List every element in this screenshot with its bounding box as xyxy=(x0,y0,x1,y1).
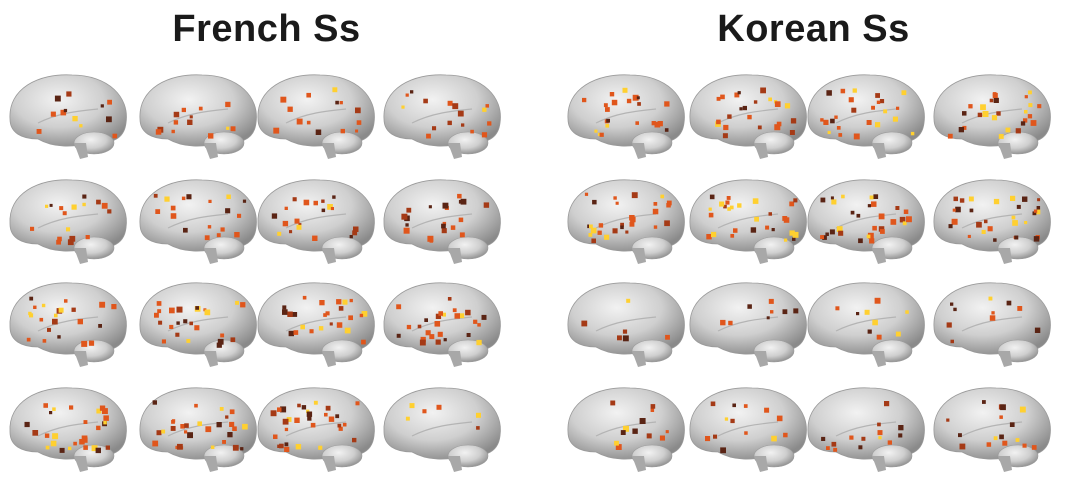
brain-rendering xyxy=(139,179,257,264)
brain-rendering xyxy=(689,74,807,159)
brain-rendering xyxy=(9,387,127,472)
brain-rendering xyxy=(257,179,375,264)
brain-rendering xyxy=(139,387,257,472)
brain-rendering xyxy=(257,387,375,472)
brain-rendering xyxy=(689,387,807,472)
brain-rendering xyxy=(383,282,501,367)
brain-rendering xyxy=(383,387,501,472)
brain-rendering xyxy=(933,179,1051,264)
brain-rendering xyxy=(567,74,685,159)
brain-rendering xyxy=(567,282,685,367)
french-group-title: French Ss xyxy=(172,8,361,50)
brain-rendering xyxy=(689,179,807,264)
brain-rendering xyxy=(9,74,127,159)
brain-rendering xyxy=(139,74,257,159)
brain-rendering xyxy=(257,282,375,367)
brain-rendering xyxy=(689,282,807,367)
brain-rendering xyxy=(807,387,925,472)
brain-rendering xyxy=(383,74,501,159)
brain-rendering xyxy=(257,74,375,159)
brain-rendering xyxy=(9,179,127,264)
brain-rendering xyxy=(567,387,685,472)
brain-rendering xyxy=(933,282,1051,367)
brain-rendering xyxy=(383,179,501,264)
korean-group-title: Korean Ss xyxy=(717,8,910,50)
brain-rendering xyxy=(807,179,925,264)
brain-rendering xyxy=(807,282,925,367)
brain-rendering xyxy=(933,74,1051,159)
brain-rendering xyxy=(807,74,925,159)
brain-rendering xyxy=(933,387,1051,472)
brain-rendering xyxy=(139,282,257,367)
brain-rendering xyxy=(9,282,127,367)
french-brain-grid xyxy=(9,74,501,472)
korean-brain-grid xyxy=(567,74,1051,472)
brain-rendering xyxy=(567,179,685,264)
